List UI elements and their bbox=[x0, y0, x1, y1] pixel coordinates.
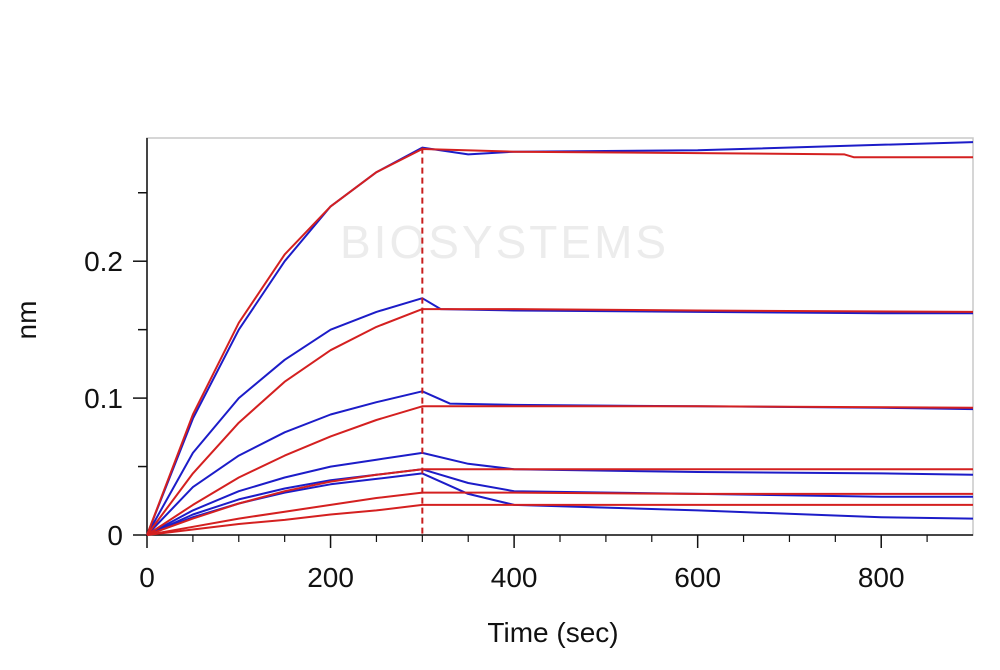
fit-curve-2 bbox=[146, 308, 974, 536]
fit-curve-3 bbox=[146, 405, 974, 536]
series-layer bbox=[146, 141, 974, 536]
x-tick-label: 0 bbox=[139, 562, 155, 593]
fit-curve-5 bbox=[146, 491, 973, 536]
y-axis-title: nm bbox=[11, 301, 42, 340]
axes: 0 200 400 600 800 0 0.1 0.2 bbox=[84, 138, 973, 593]
y-tick-label: 0 bbox=[107, 520, 123, 551]
x-tick-label: 400 bbox=[491, 562, 538, 593]
x-axis-title: Time (sec) bbox=[487, 617, 618, 648]
fit-curve-6 bbox=[146, 503, 973, 536]
watermark: BIOSYSTEMS bbox=[340, 216, 669, 268]
x-tick-label: 600 bbox=[674, 562, 721, 593]
measured-curve-4 bbox=[146, 451, 974, 536]
fit-curve-1 bbox=[146, 148, 973, 536]
fit-curve-4 bbox=[146, 468, 973, 536]
x-tick-label: 800 bbox=[858, 562, 905, 593]
y-tick-label: 0.1 bbox=[84, 383, 123, 414]
measured-curve-1 bbox=[146, 141, 974, 536]
watermark-text: BIOSYSTEMS bbox=[340, 216, 669, 268]
plot-frame bbox=[146, 137, 974, 536]
y-tick-label: 0.2 bbox=[84, 246, 123, 277]
measured-curve-2 bbox=[146, 297, 973, 536]
measured-curve-5 bbox=[146, 468, 973, 536]
x-tick-label: 200 bbox=[307, 562, 354, 593]
